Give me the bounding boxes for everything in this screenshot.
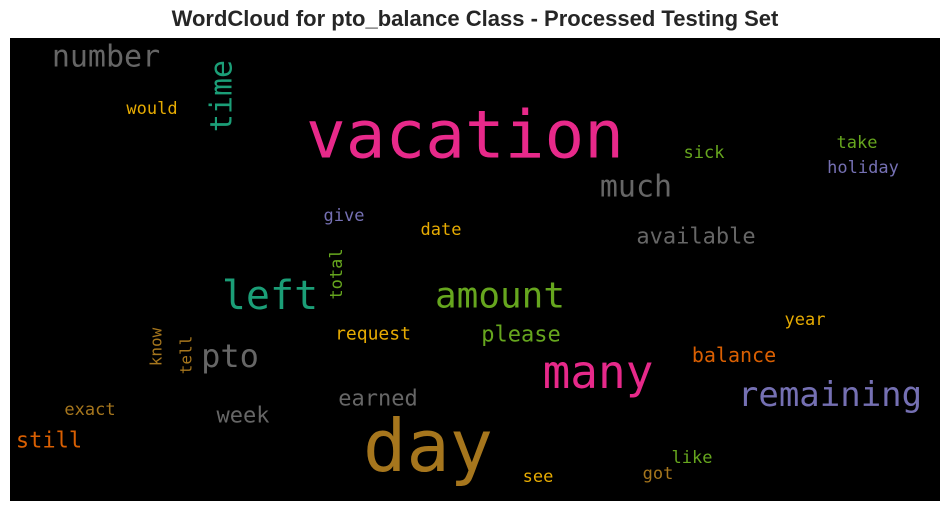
chart-title: WordCloud for pto_balance Class - Proces…: [171, 6, 779, 31]
word-sick: sick: [684, 143, 725, 163]
word-take: take: [837, 133, 878, 153]
word-total: total: [327, 248, 347, 299]
word-remaining: remaining: [738, 375, 922, 415]
word-time: time: [205, 60, 240, 132]
word-request: request: [335, 324, 411, 345]
word-number: number: [52, 40, 160, 75]
word-know: know: [147, 327, 166, 366]
word-balance: balance: [692, 343, 776, 367]
word-much: much: [600, 170, 672, 205]
word-vacation: vacation: [306, 97, 624, 174]
word-week: week: [217, 404, 270, 429]
word-pto: pto: [201, 337, 259, 375]
word-amount: amount: [435, 276, 565, 317]
word-still: still: [16, 429, 82, 454]
word-would: would: [126, 99, 177, 119]
word-please: please: [481, 323, 560, 348]
word-many: many: [543, 345, 654, 399]
word-see: see: [523, 467, 554, 487]
word-year: year: [785, 310, 826, 330]
word-exact: exact: [64, 400, 115, 420]
word-earned: earned: [338, 387, 417, 412]
word-day: day: [363, 404, 493, 488]
word-got: got: [643, 464, 674, 484]
word-date: date: [421, 220, 462, 240]
word-give: give: [324, 206, 365, 226]
wordcloud-canvas: vacation day many left amount remaining time nu…: [10, 38, 940, 501]
word-holiday: holiday: [827, 158, 899, 178]
word-tell: tell: [177, 336, 196, 375]
word-available: available: [636, 225, 755, 250]
word-left: left: [222, 273, 318, 319]
word-like: like: [672, 448, 713, 468]
